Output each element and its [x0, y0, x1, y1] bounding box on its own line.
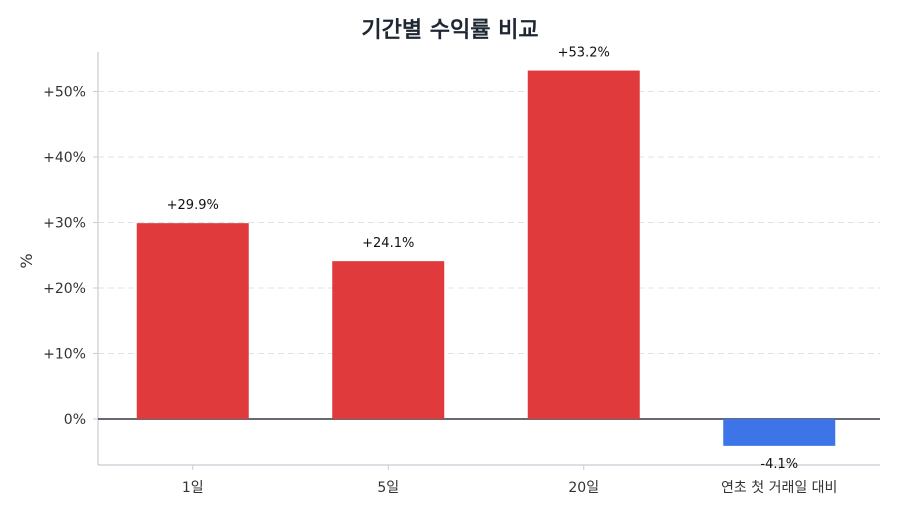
chart-title: 기간별 수익률 비교: [361, 18, 539, 43]
y-tick-label: +30%: [43, 216, 86, 232]
bar: [527, 70, 640, 419]
labels: 0% +10% +20% +30% +40% +50% 1일 +29.9% 5일 +24.1% 20…: [43, 46, 837, 496]
x-tick-label: 1일: [182, 480, 204, 496]
data-label: +24.1%: [362, 236, 414, 251]
data-label: +29.9%: [167, 198, 219, 213]
bars: [136, 70, 836, 446]
y-tick-label: +40%: [43, 150, 86, 166]
x-tick-label: 연초 첫 거래일 대비: [721, 480, 837, 496]
data-label: -4.1%: [760, 457, 798, 472]
bar: [136, 223, 249, 419]
y-tick-label: 0%: [64, 412, 86, 428]
data-label: +53.2%: [558, 46, 610, 61]
y-tick-label: +20%: [43, 281, 86, 297]
y-axis-label: %: [17, 253, 36, 268]
y-tick-label: +50%: [43, 85, 86, 101]
bar: [332, 261, 445, 419]
x-tick-label: 20일: [568, 480, 599, 496]
bar: [723, 419, 836, 446]
x-tick-label: 5일: [377, 480, 399, 496]
y-tick-label: +10%: [43, 347, 86, 363]
